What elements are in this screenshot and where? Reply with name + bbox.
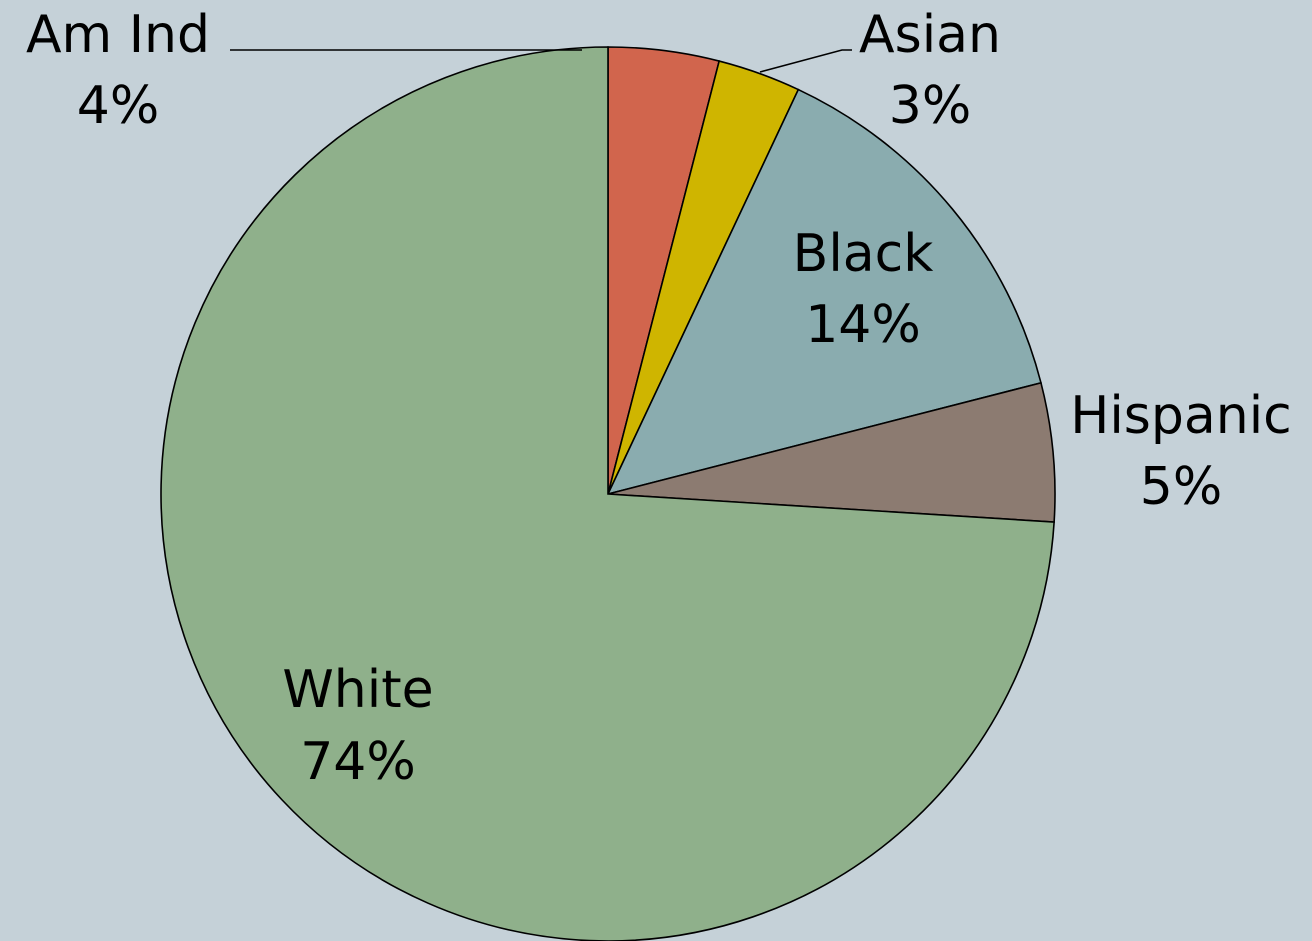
label-black-name: Black	[793, 224, 934, 284]
label-am-ind-value: 4%	[77, 76, 160, 136]
label-white-value: 74%	[300, 732, 416, 792]
pie-slice-white	[160, 46, 1055, 941]
label-asian-value: 3%	[889, 76, 972, 136]
label-white-name: White	[282, 660, 433, 720]
label-hispanic-value: 5%	[1140, 457, 1223, 517]
label-asian-name: Asian	[859, 5, 1001, 65]
label-hispanic-name: Hispanic	[1070, 386, 1292, 446]
leader-line-asian	[759, 49, 852, 73]
pie-slice-black	[606, 88, 1042, 496]
label-black-value: 14%	[805, 295, 921, 355]
label-am-ind-name: Am Ind	[26, 5, 210, 65]
